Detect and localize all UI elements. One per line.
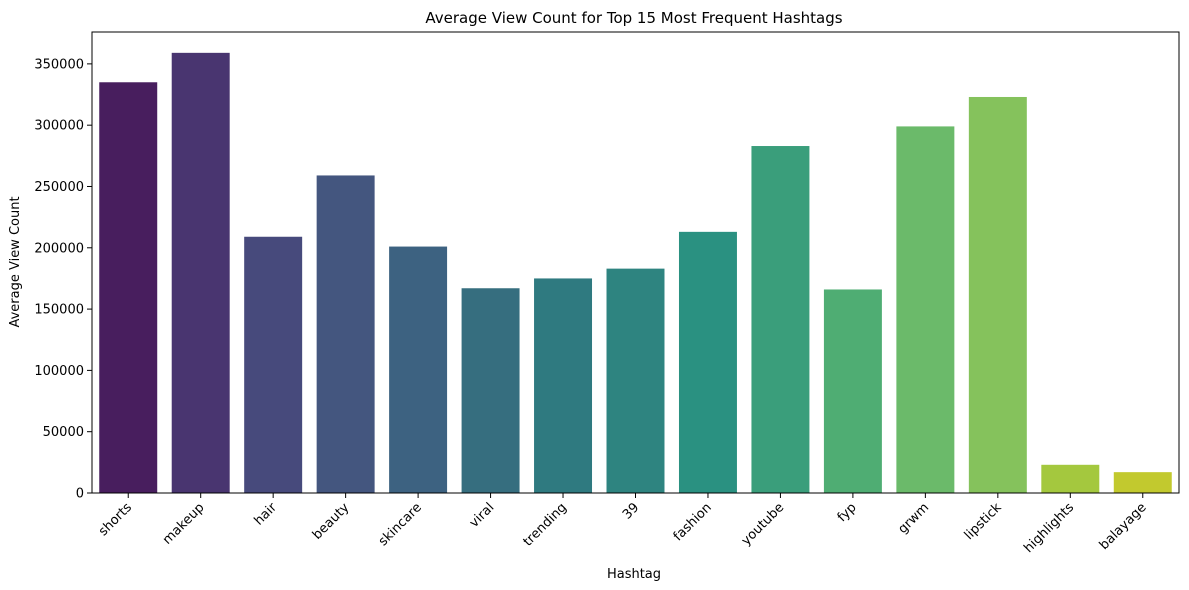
x-tick-label: fashion — [671, 500, 715, 544]
bar-hair — [244, 236, 303, 493]
x-axis-ticks: shorts makeup hair beauty skincare viral trend… — [96, 493, 1150, 556]
plot-frame — [91, 31, 1180, 494]
bar-beauty — [316, 175, 375, 493]
x-tick-label: trending — [521, 500, 570, 549]
y-axis-title: Average View Count — [8, 196, 23, 327]
x-tick-label: fyp — [835, 500, 860, 525]
bar-skincare — [389, 246, 448, 493]
y-tick-label: 250000 — [34, 180, 84, 195]
bar-viral — [461, 288, 520, 493]
bar-shorts — [99, 82, 158, 493]
y-tick-label: 200000 — [34, 241, 84, 256]
x-tick-label: lipstick — [962, 500, 1005, 543]
x-axis-title: Hashtag — [607, 567, 661, 582]
x-tick-label: highlights — [1021, 500, 1077, 556]
bar-fashion — [678, 231, 737, 494]
bar-trending — [534, 278, 593, 493]
x-tick-label: makeup — [160, 500, 208, 548]
y-tick-label: 50000 — [43, 425, 84, 440]
y-tick-label: 350000 — [34, 57, 84, 72]
y-tick-label: 0 — [76, 487, 84, 502]
x-tick-label: hair — [252, 500, 281, 529]
x-tick-label: shorts — [96, 500, 135, 539]
x-tick-label: 39 — [620, 500, 642, 522]
y-tick-label: 100000 — [34, 364, 84, 379]
y-tick-label: 150000 — [34, 303, 84, 318]
x-tick-label: viral — [467, 500, 498, 531]
x-tick-label: skincare — [376, 500, 425, 549]
bar-fyp — [823, 289, 882, 493]
bar-makeup — [171, 52, 230, 494]
x-tick-label: beauty — [310, 500, 353, 543]
bar-grwm — [896, 126, 955, 493]
bar-highlights — [1041, 464, 1100, 493]
bar-balayage — [1113, 472, 1172, 493]
bar-lipstick — [968, 96, 1027, 493]
bar-group — [99, 52, 1172, 494]
bar-youtube — [751, 146, 810, 494]
x-tick-label: youtube — [739, 500, 787, 548]
bar-39 — [606, 268, 665, 493]
x-tick-label: balayage — [1097, 500, 1150, 553]
y-axis-ticks: 0 50000 100000 150000 200000 250000 300000 3500… — [34, 57, 92, 502]
x-tick-label: grwm — [895, 500, 932, 537]
y-tick-label: 300000 — [34, 119, 84, 134]
chart-title: Average View Count for Top 15 Most Frequ… — [425, 9, 842, 27]
